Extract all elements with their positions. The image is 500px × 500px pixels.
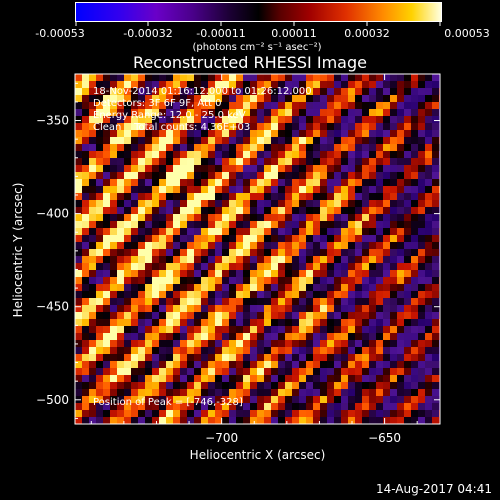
plot-title: Reconstructed RHESSI Image (133, 53, 367, 72)
observation-info: 18-Nov-2014 01:16:12.000 to 01:26:12.000… (93, 86, 312, 134)
x-axis-label: Heliocentric X (arcsec) (189, 448, 326, 462)
colorbar-tick-label: 0.00011 (271, 27, 317, 40)
info-line-energy-range: Energy Range: 12.0 - 25.0 keV (93, 110, 246, 121)
heatmap-cells (75, 74, 440, 424)
rhessi-image-heatmap (75, 74, 440, 424)
plot-frame (74, 73, 441, 425)
y-axis-label: Heliocentric Y (arcsec) (11, 182, 25, 318)
y-tick-label: −400 (36, 207, 69, 221)
peak-position-label: Position of Peak = [-746,-328] (93, 397, 243, 408)
colorbar-tick-label: 0.00053 (444, 27, 490, 40)
info-line-time-range: 18-Nov-2014 01:16:12.000 to 01:26:12.000 (93, 86, 312, 97)
colorbar-unit-label: (photons cm⁻² s⁻¹ asec⁻²) (192, 42, 321, 53)
footer-timestamp: 14-Aug-2017 04:41 (375, 482, 492, 496)
y-tick-label: −500 (36, 393, 69, 407)
x-tick-label: −700 (205, 431, 238, 445)
colorbar-tick-label: -0.00011 (196, 27, 245, 40)
colorbar-tick-label: -0.00032 (123, 27, 172, 40)
colorbar-tick-label: -0.00053 (35, 27, 84, 40)
colorbar-tick-label: 0.00032 (344, 27, 390, 40)
info-line-detectors: Detectors: 3F 6F 9F, Att 0 (93, 98, 222, 109)
y-tick-label: −450 (36, 300, 69, 314)
colorbar (75, 2, 442, 22)
y-tick-label: −350 (36, 114, 69, 128)
colorbar-axis: -0.00053 -0.00032 -0.00011 0.00011 0.000… (35, 21, 490, 53)
info-line-clean-counts: Clean Total counts: 4.36E+03 (93, 122, 251, 133)
x-tick-label: −650 (368, 431, 401, 445)
